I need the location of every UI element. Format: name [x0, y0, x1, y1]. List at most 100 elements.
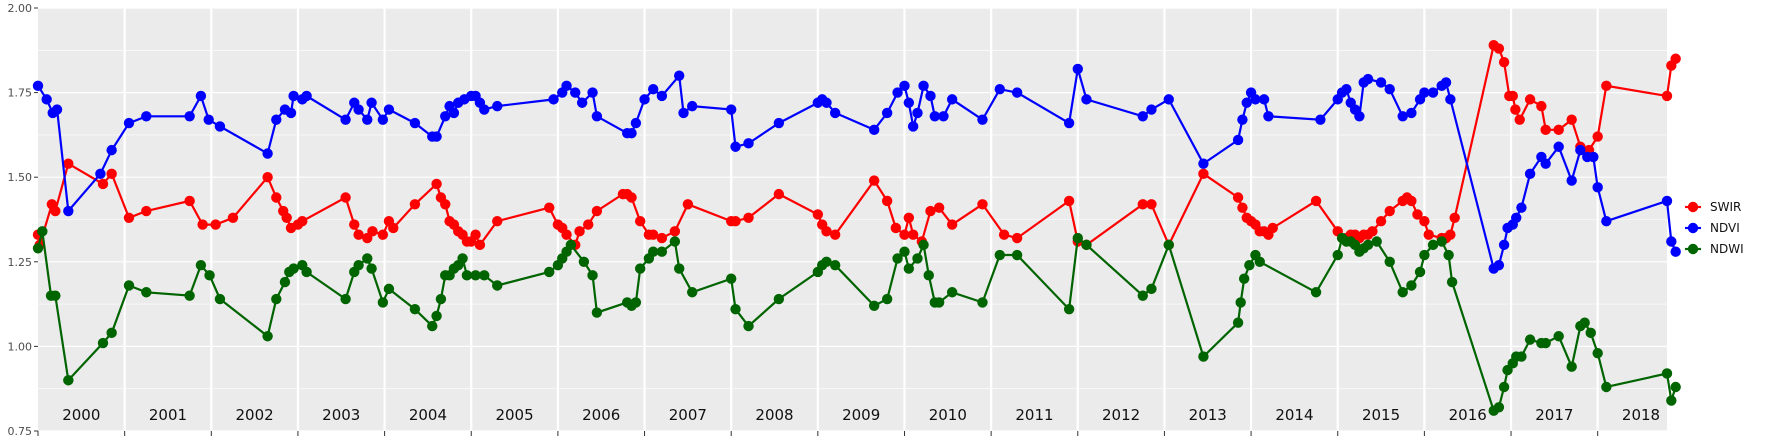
data-point-ndwi — [669, 236, 681, 247]
data-point-ndwi — [1585, 327, 1596, 339]
y-tick-label: 1.00 — [8, 340, 33, 353]
data-point-ndwi — [50, 290, 61, 301]
data-point-ndwi — [1493, 402, 1505, 413]
data-point-ndvi — [492, 100, 503, 112]
data-point-swir — [1498, 56, 1510, 68]
data-point-ndwi — [1516, 351, 1527, 362]
data-point-ndwi — [1238, 273, 1250, 284]
year-label: 2007 — [669, 406, 707, 424]
data-point-ndwi — [881, 293, 893, 305]
data-point-swir — [1367, 226, 1378, 237]
data-point-swir — [635, 215, 646, 227]
data-point-ndvi — [195, 90, 207, 102]
data-point-ndwi — [946, 287, 958, 298]
data-point-swir — [1601, 80, 1612, 92]
year-label: 2006 — [582, 406, 620, 424]
data-point-swir — [1670, 53, 1681, 64]
data-point-ndwi — [279, 276, 291, 288]
data-point-ndwi — [457, 253, 468, 264]
data-point-ndvi — [288, 90, 299, 102]
data-point-ndvi — [925, 90, 936, 102]
data-point-ndvi — [106, 144, 117, 156]
data-point-ndvi — [829, 107, 841, 119]
data-point-ndvi — [1588, 151, 1599, 163]
data-point-swir — [431, 178, 442, 190]
data-point-ndvi — [821, 97, 832, 108]
data-point-ndwi — [1498, 381, 1510, 393]
data-point-ndwi — [923, 270, 934, 281]
legend-item-ndvi: NDVI — [1685, 221, 1740, 235]
data-point-swir — [1449, 212, 1460, 224]
data-point-ndwi — [106, 327, 117, 339]
year-label: 2005 — [495, 406, 533, 424]
data-point-ndvi — [548, 94, 559, 105]
data-point-ndwi — [470, 270, 481, 281]
data-point-ndwi — [461, 270, 473, 281]
data-point-ndwi — [1443, 249, 1454, 261]
data-point-swir — [669, 226, 681, 237]
data-point-ndwi — [362, 253, 373, 264]
data-point-ndvi — [912, 107, 923, 119]
year-label: 2013 — [1189, 406, 1227, 424]
data-point-swir — [440, 199, 451, 210]
data-point-ndvi — [686, 100, 698, 112]
data-point-ndwi — [1081, 239, 1092, 251]
data-point-ndvi — [1553, 141, 1564, 152]
data-point-swir — [730, 215, 741, 227]
data-point-swir — [946, 219, 958, 230]
data-point-ndvi — [1601, 215, 1612, 227]
data-point-ndwi — [479, 270, 490, 281]
data-point-swir — [50, 205, 61, 217]
data-point-swir — [907, 229, 919, 240]
data-point-ndwi — [587, 270, 598, 281]
data-point-ndvi — [51, 104, 63, 115]
data-point-ndwi — [899, 246, 910, 257]
data-point-ndwi — [648, 246, 659, 257]
data-point-swir — [1198, 168, 1209, 180]
data-point-ndwi — [591, 307, 603, 318]
data-point-swir — [1524, 94, 1536, 105]
data-point-ndvi — [353, 104, 364, 115]
data-point-ndwi — [730, 303, 741, 315]
data-point-swir — [881, 195, 893, 207]
data-point-ndvi — [1146, 104, 1157, 115]
series-layer — [32, 40, 1681, 416]
data-point-ndwi — [1063, 303, 1075, 315]
data-point-swir — [1063, 195, 1075, 207]
data-point-ndvi — [1524, 168, 1536, 180]
series-ndvi — [32, 63, 1681, 274]
data-point-ndvi — [639, 94, 650, 105]
data-point-ndwi — [1244, 259, 1255, 271]
data-point-ndvi — [907, 121, 919, 132]
data-point-ndwi — [37, 226, 48, 237]
data-point-swir — [544, 202, 555, 213]
data-point-ndvi — [626, 128, 637, 139]
y-tick-label: 1.50 — [8, 171, 33, 184]
data-point-swir — [227, 212, 239, 224]
year-label: 2010 — [929, 406, 967, 424]
year-label: 2000 — [62, 406, 100, 424]
data-point-ndwi — [262, 331, 273, 342]
data-point-ndvi — [1661, 195, 1673, 207]
data-point-ndvi — [366, 97, 377, 108]
data-point-ndvi — [409, 117, 421, 129]
data-point-ndvi — [1493, 259, 1505, 271]
data-point-ndvi — [285, 107, 297, 119]
data-point-swir — [123, 212, 135, 224]
data-point-ndwi — [656, 246, 668, 257]
data-point-swir — [1540, 124, 1551, 136]
data-point-swir — [1661, 90, 1673, 102]
data-point-ndwi — [214, 293, 226, 305]
data-point-ndvi — [184, 111, 195, 122]
data-point-ndwi — [1235, 297, 1246, 308]
data-point-swir — [297, 215, 308, 227]
data-point-ndwi — [204, 270, 215, 281]
year-label: 2015 — [1362, 406, 1400, 424]
legend: SWIR NDVI NDWI — [1685, 200, 1744, 256]
data-point-ndwi — [123, 280, 135, 291]
data-point-ndwi — [63, 375, 74, 386]
data-point-swir — [1566, 114, 1577, 125]
data-point-ndwi — [686, 287, 698, 298]
data-point-ndvi — [678, 107, 689, 119]
